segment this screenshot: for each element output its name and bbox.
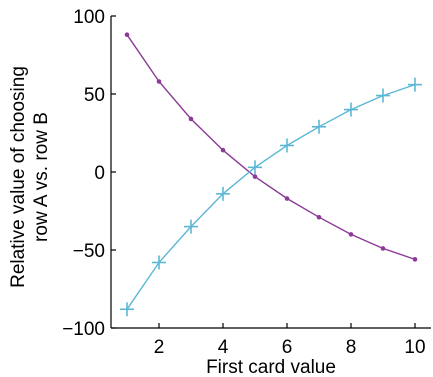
x-tick-label: 6 — [282, 337, 293, 358]
series-2-point — [344, 102, 358, 117]
series-1-point — [156, 79, 162, 84]
y-axis-label-line-2: row A vs. row B — [31, 112, 52, 242]
series-2-point — [280, 138, 294, 153]
series-2-line — [126, 83, 416, 310]
x-tick-label: 10 — [404, 337, 425, 358]
series-2-point — [376, 88, 390, 103]
y-tick-label: −100 — [62, 319, 105, 340]
series-1-point — [380, 246, 386, 251]
series-2-point — [248, 160, 262, 175]
x-tick-label: 2 — [154, 337, 165, 358]
y-tick-label: 0 — [94, 163, 105, 184]
axes: 100 50 0 −50 −100 2 4 6 8 10 — [62, 7, 431, 358]
plot-area — [120, 32, 422, 317]
y-axis-label: Relative value of choosing row A vs. row… — [8, 66, 52, 288]
x-tick-label: 4 — [218, 337, 229, 358]
series-2-point — [152, 255, 166, 270]
series-1-point — [188, 116, 194, 122]
x-axis-label: First card value — [206, 357, 336, 377]
x-tick-label: 8 — [346, 337, 357, 358]
series-2-point — [184, 219, 198, 234]
series-2-point — [312, 119, 326, 134]
series-2-point — [120, 302, 134, 317]
y-axis-label-line-1: Relative value of choosing — [8, 66, 29, 288]
series-2-point — [216, 186, 230, 201]
series-1-point — [124, 32, 130, 38]
series-1-point — [252, 174, 258, 179]
series-1-point — [316, 214, 322, 220]
y-tick-label: −50 — [73, 241, 105, 262]
series-1-point — [412, 257, 418, 262]
y-tick-label: 50 — [84, 85, 105, 106]
series-1-point — [348, 232, 354, 237]
series-1-point — [220, 147, 226, 153]
y-tick-label: 100 — [73, 7, 105, 28]
series-1-point — [284, 196, 290, 201]
series-2-point — [408, 77, 422, 92]
series-1-line — [126, 34, 416, 261]
